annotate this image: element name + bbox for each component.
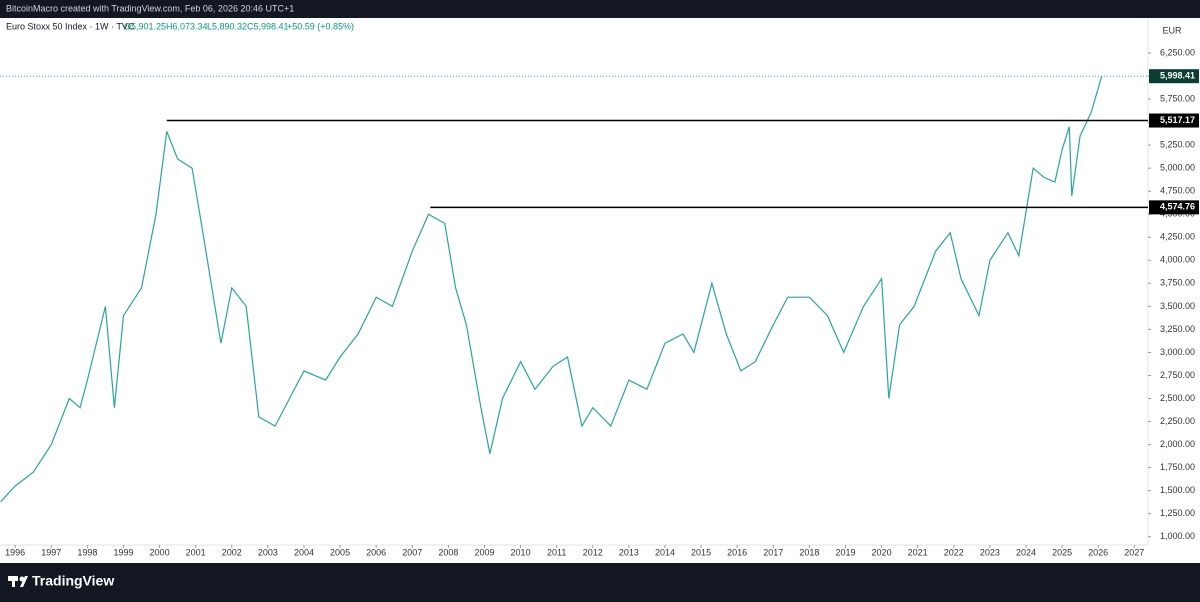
y-tick-label: 3,250.00 — [1160, 324, 1195, 334]
x-tick-label: 1997 — [41, 547, 61, 557]
x-tick-label: 1996 — [5, 547, 25, 557]
x-tick-label: 2020 — [872, 547, 892, 557]
x-tick-label: 2014 — [655, 547, 675, 557]
y-tick-label: 5,250.00 — [1160, 140, 1195, 150]
y-tick-label: 2,750.00 — [1160, 370, 1195, 380]
chart-area — [0, 18, 1200, 563]
legend-low: L5,890.32 — [207, 21, 247, 31]
x-tick-label: 2009 — [474, 547, 494, 557]
x-tick-label: 2012 — [583, 547, 603, 557]
x-tick-label: 2011 — [547, 547, 566, 557]
price-line — [0, 75, 1103, 503]
x-tick-label: 2019 — [835, 547, 855, 557]
x-tick-label: 2024 — [1016, 547, 1036, 557]
last-price-box — [1149, 69, 1199, 84]
y-tick-label: 4,000.00 — [1160, 255, 1195, 265]
x-tick-label: 2001 — [186, 547, 206, 557]
header-bar — [0, 0, 1200, 18]
y-tick-label: 3,750.00 — [1160, 278, 1195, 288]
x-tick-label: 2017 — [763, 547, 783, 557]
x-tick-label: 1999 — [113, 547, 133, 557]
x-tick-label: 2023 — [980, 547, 1000, 557]
y-tick-label: 2,500.00 — [1160, 393, 1195, 403]
x-tick-label: 2003 — [258, 547, 278, 557]
footer-brand: TradingView — [32, 573, 114, 589]
x-tick-label: 2006 — [366, 547, 386, 557]
hline-label-box — [1149, 113, 1199, 128]
hline-label: 5,517.17 — [1160, 115, 1195, 125]
legend-change: +50.59 (+0.85%) — [287, 21, 354, 31]
legend-symbol: Euro Stoxx 50 Index · 1W · TVC — [6, 21, 135, 31]
y-tick-label: 4,750.00 — [1160, 186, 1195, 196]
legend-open: O5,901.25 — [124, 21, 166, 31]
x-tick-label: 2013 — [619, 547, 639, 557]
legend-close: C5,998.41 — [247, 21, 289, 31]
x-tick-label: 2007 — [402, 547, 422, 557]
hline-label-box — [1149, 200, 1199, 215]
y-tick-label: 5,750.00 — [1160, 93, 1195, 103]
x-tick-label: 2015 — [691, 547, 711, 557]
y-tick-label: 1,750.00 — [1160, 462, 1195, 472]
y-tick-label: 2,000.00 — [1160, 439, 1195, 449]
x-tick-label: 2021 — [908, 547, 928, 557]
x-tick-label: 2026 — [1088, 547, 1108, 557]
x-tick-label: 2010 — [511, 547, 531, 557]
x-tick-label: 2000 — [150, 547, 170, 557]
y-tick-label: 3,500.00 — [1160, 301, 1195, 311]
brand-logo — [8, 576, 28, 587]
y-tick-label: 5,000.00 — [1160, 163, 1195, 173]
hline-label: 4,574.76 — [1160, 202, 1195, 212]
x-tick-label: 2004 — [294, 547, 314, 557]
y-tick-label: 1,500.00 — [1160, 485, 1195, 495]
y-tick-label: 2,250.00 — [1160, 416, 1195, 426]
x-tick-label: 2008 — [438, 547, 458, 557]
x-tick-label: 2005 — [330, 547, 350, 557]
x-tick-label: 1998 — [77, 547, 97, 557]
y-tick-label: 6,250.00 — [1160, 47, 1195, 57]
currency: EUR — [1162, 25, 1182, 35]
y-tick-label: 1,250.00 — [1160, 508, 1195, 518]
x-tick-label: 2025 — [1052, 547, 1072, 557]
x-tick-label: 2027 — [1124, 547, 1144, 557]
x-tick-label: 2016 — [727, 547, 747, 557]
last-price-label: 5,998.41 — [1160, 71, 1195, 81]
y-tick-label: 1,000.00 — [1160, 531, 1195, 541]
x-tick-label: 2022 — [944, 547, 964, 557]
x-tick-label: 2018 — [799, 547, 819, 557]
y-tick-label: 3,000.00 — [1160, 347, 1195, 357]
y-tick-label: 4,250.00 — [1160, 232, 1195, 242]
legend-high: H6,073.34 — [166, 21, 208, 31]
x-tick-label: 2002 — [222, 547, 242, 557]
header-title: BitcoinMacro created with TradingView.co… — [6, 3, 294, 13]
